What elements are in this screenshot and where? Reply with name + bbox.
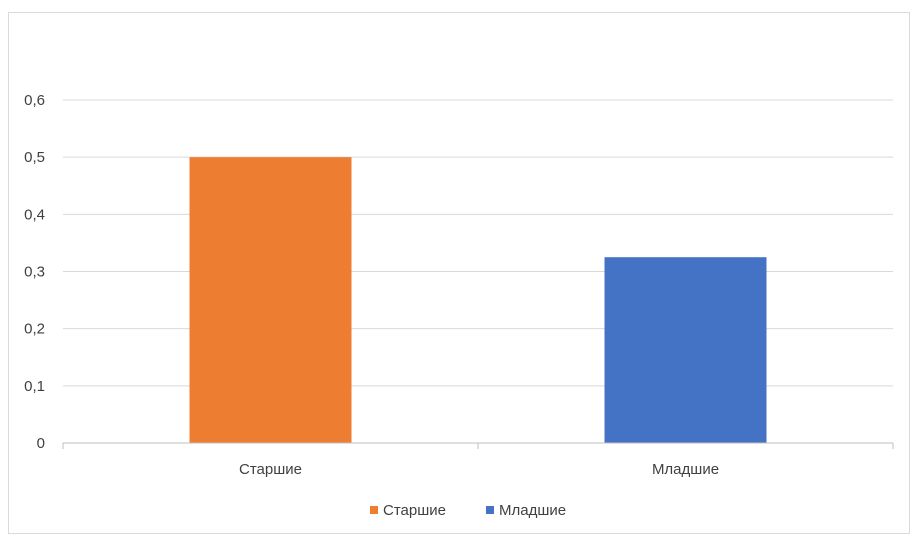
legend: Старшие Младшие — [370, 502, 566, 519]
legend-swatch — [370, 506, 378, 514]
gridlines — [63, 99, 893, 387]
legend-label: Младшие — [499, 502, 566, 519]
y-tick-label: 0,1 — [24, 378, 45, 395]
x-tick-label: Старшие — [239, 461, 302, 478]
y-tick-label: 0,5 — [24, 149, 45, 166]
x-axis — [62, 442, 894, 449]
y-axis-ticks: 0 0,1 0,2 0,3 0,4 0,5 0,6 — [24, 92, 45, 452]
y-tick-label: 0,4 — [24, 206, 45, 223]
bar-mladshie — [604, 257, 767, 443]
legend-swatch — [486, 506, 494, 514]
bar-starshie — [189, 157, 352, 443]
x-tick-label: Младшие — [652, 461, 719, 478]
y-tick-label: 0 — [37, 435, 45, 452]
bars — [189, 157, 767, 443]
x-axis-labels: Старшие Младшие — [239, 461, 719, 478]
y-tick-label: 0,3 — [24, 264, 45, 281]
y-tick-label: 0,2 — [24, 321, 45, 338]
y-tick-label: 0,6 — [24, 92, 45, 109]
legend-label: Старшие — [383, 502, 446, 519]
